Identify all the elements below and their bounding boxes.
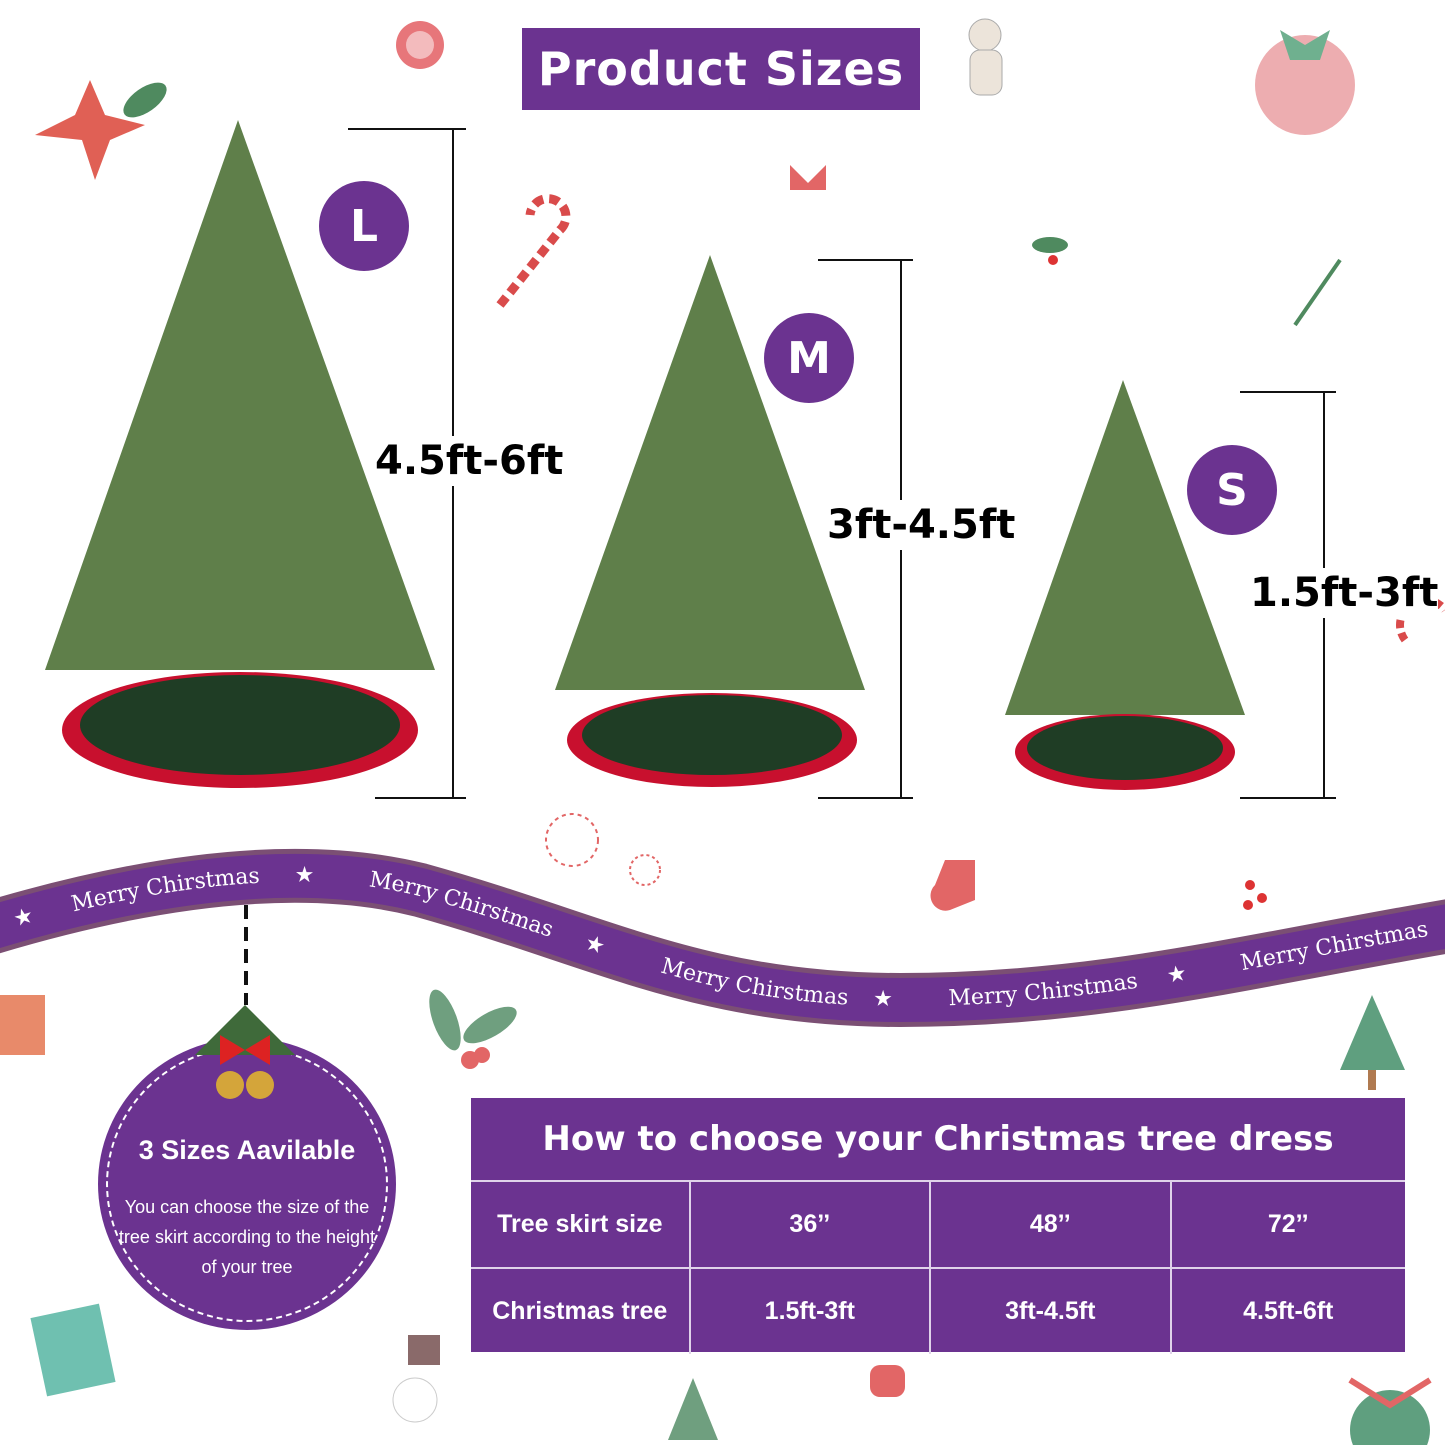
snowman-icon	[392, 1335, 440, 1423]
gift-box-icon	[0, 995, 116, 1397]
bauble-icon	[1348, 1377, 1432, 1445]
star-icon: ★	[1165, 960, 1189, 988]
bow-icon	[790, 165, 826, 190]
table-cell: 1.5ft-3ft	[688, 1269, 929, 1354]
branch-icon	[1293, 258, 1342, 327]
table-cell: 36’’	[688, 1182, 929, 1267]
berries-icon	[1243, 880, 1267, 910]
tree-large-image	[45, 120, 435, 788]
height-label-l: 4.5ft-6ft	[375, 436, 564, 486]
size-badge-l: L	[319, 181, 409, 271]
small-tree-icon	[668, 995, 1405, 1440]
merry-christmas-ribbon: Merry Chirstmas Merry Chirstmas Merry Ch…	[0, 848, 1445, 1028]
holly-large-icon	[429, 989, 517, 1069]
table-cell: 48’’	[929, 1182, 1169, 1267]
gift-ornament-icon	[1255, 30, 1355, 135]
row-label: Christmas tree	[492, 1297, 668, 1325]
poinsettia-icon	[35, 80, 167, 180]
tree-small-image	[1005, 380, 1245, 790]
size-guide-table: How to choose your Christmas tree dress …	[471, 1098, 1405, 1354]
table-cell: 4.5ft-6ft	[1169, 1269, 1405, 1354]
table-cell: 72’’	[1169, 1182, 1405, 1267]
svg-text:★: ★	[873, 985, 893, 1010]
table-cell: 3ft-4.5ft	[929, 1269, 1169, 1354]
table-title: How to choose your Christmas tree dress	[471, 1098, 1405, 1182]
svg-text:★: ★	[1165, 960, 1189, 988]
mitten-icon	[870, 1365, 905, 1397]
candy-cane-icon	[496, 194, 571, 308]
ornament-icon	[396, 21, 444, 69]
sizes-available-description: You can choose the size of the tree skir…	[118, 1197, 376, 1277]
page-title: Product Sizes	[522, 28, 920, 110]
gingerbread-icon	[968, 18, 1003, 96]
holly-icon	[1032, 237, 1068, 265]
size-badge-m: M	[764, 313, 854, 403]
row-label: Tree skirt size	[497, 1210, 663, 1238]
table-row: Christmas tree 1.5ft-3ft 3ft-4.5ft 4.5ft…	[471, 1267, 1405, 1354]
snowflake-icon	[545, 813, 661, 886]
size-badge-s: S	[1187, 445, 1277, 535]
svg-text:★: ★	[294, 862, 314, 887]
stocking-icon	[930, 860, 975, 911]
height-label-m: 3ft-4.5ft	[827, 500, 1016, 550]
star-icon: ★	[294, 862, 314, 887]
bells-bow-icon	[195, 1005, 295, 1099]
tree-medium-image	[555, 255, 865, 787]
table-row: Tree skirt size 36’’ 48’’ 72’’	[471, 1182, 1405, 1267]
height-label-s: 1.5ft-3ft	[1250, 568, 1439, 618]
sizes-available-title: 3 Sizes Aavilable	[138, 1135, 356, 1165]
star-icon: ★	[873, 985, 893, 1010]
